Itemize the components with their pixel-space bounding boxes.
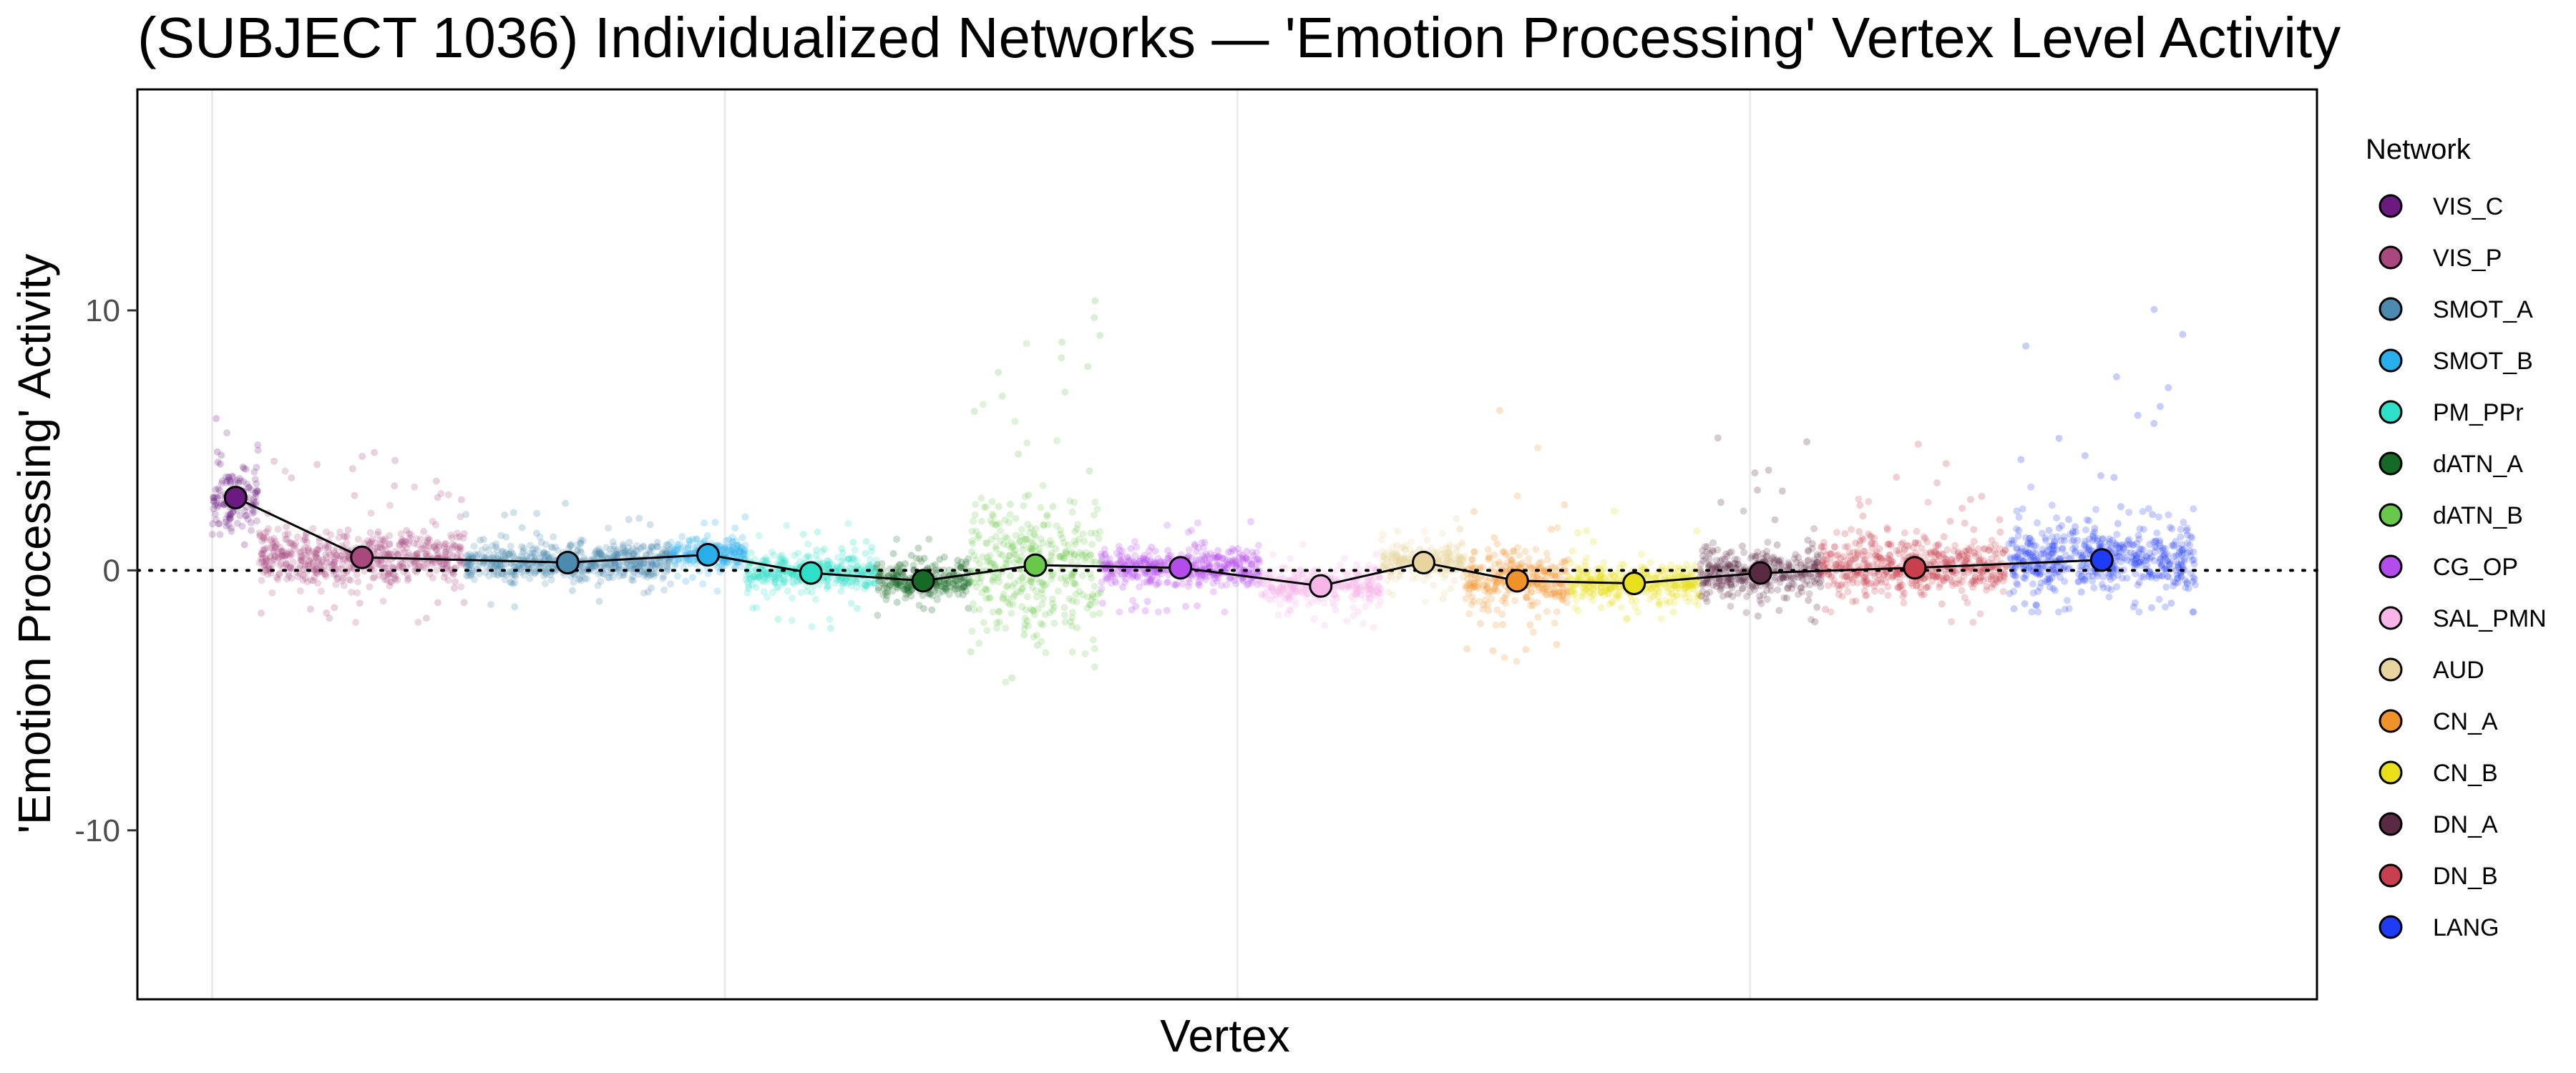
outliers-pm-ppr	[747, 528, 876, 632]
outliers-vis-c	[213, 415, 248, 549]
outliers-aud	[1385, 515, 1465, 602]
legend-item-lang: LANG	[2379, 914, 2499, 941]
legend-item-dn-b: DN_B	[2379, 863, 2498, 890]
legend-label: dATN_A	[2433, 451, 2523, 478]
outliers-dn-b	[1822, 441, 2004, 613]
legend-swatch	[2379, 606, 2403, 630]
network-means	[223, 486, 2114, 598]
legend-item-smot-a: SMOT_A	[2379, 296, 2533, 323]
legend-swatch	[2379, 451, 2403, 476]
mean-point-pm-ppr	[799, 561, 823, 585]
mean-point-cn-b	[1622, 572, 1646, 596]
y-tick-label: 10	[85, 293, 120, 328]
plot-frame	[136, 88, 2318, 1001]
legend-label: VIS_C	[2433, 193, 2503, 220]
legend-swatch	[2379, 194, 2403, 218]
mean-point-smot-b	[696, 543, 720, 567]
legend-label: CG_OP	[2433, 554, 2518, 581]
y-tick-label: -10	[74, 813, 120, 848]
x-axis-title: Vertex	[1160, 1010, 1289, 1062]
legend-label: DN_A	[2433, 811, 2498, 838]
legend-swatch	[2379, 657, 2403, 682]
legend-swatch	[2379, 812, 2403, 836]
mean-point-vis-c	[223, 486, 248, 510]
legend-item-vis-p: VIS_P	[2379, 245, 2502, 272]
legend-item-datn-b: dATN_B	[2379, 502, 2523, 529]
legend-swatch	[2379, 863, 2403, 888]
legend-swatch	[2379, 760, 2403, 785]
legend-label: PM_PPr	[2433, 399, 2524, 426]
mean-point-datn-a	[911, 569, 935, 593]
mean-point-smot-a	[555, 550, 580, 574]
outliers-cn-a	[1463, 406, 1568, 655]
legend-swatch	[2379, 915, 2403, 939]
legend-label: SAL_PMN	[2433, 605, 2547, 632]
legend-item-dn-a: DN_A	[2379, 811, 2498, 838]
outliers-smot-b	[678, 513, 749, 585]
outliers-datn-a	[889, 544, 972, 614]
mean-point-aud	[1412, 550, 1436, 574]
legend-item-sal-pmn: SAL_PMN	[2379, 605, 2547, 632]
mean-point-cg-op	[1169, 556, 1193, 580]
legend-item-cn-b: CN_B	[2379, 760, 2498, 787]
outliers-cg-op	[1098, 518, 1254, 614]
y-tick-label: 0	[103, 553, 120, 588]
legend-item-vis-c: VIS_C	[2379, 193, 2503, 220]
legend-swatch	[2379, 503, 2403, 527]
legend-label: AUD	[2433, 657, 2484, 684]
outliers-smot-a	[462, 499, 672, 611]
mean-point-dn-a	[1748, 561, 1772, 585]
chart-title: (SUBJECT 1036) Individualized Networks —…	[137, 6, 2341, 69]
legend-label: CN_A	[2433, 708, 2498, 735]
legend-label: SMOT_B	[2433, 348, 2533, 375]
legend-swatch	[2379, 400, 2403, 424]
outliers-dn-a	[1697, 434, 1821, 626]
points-vis-p	[255, 467, 468, 626]
mean-point-vis-p	[350, 545, 374, 569]
outliers-datn-b	[967, 297, 1104, 682]
legend-item-pm-ppr: PM_PPr	[2379, 399, 2524, 426]
legend-swatch	[2379, 709, 2403, 733]
legend-label: LANG	[2433, 914, 2499, 941]
legend-swatch	[2379, 245, 2403, 270]
legend-label: SMOT_A	[2433, 296, 2533, 323]
legend-item-smot-b: SMOT_B	[2379, 348, 2533, 375]
outliers-lang	[2010, 305, 2191, 612]
legend-item-datn-a: dATN_A	[2379, 451, 2523, 478]
legend-item-aud: AUD	[2379, 657, 2484, 684]
legend-swatch	[2379, 554, 2403, 579]
mean-point-lang	[2089, 548, 2114, 572]
y-axis-title: 'Emotion Processing' Activity	[9, 254, 60, 834]
legend-title: Network	[2366, 134, 2472, 165]
mean-point-sal-pmn	[1309, 574, 1333, 598]
mean-point-dn-b	[1903, 556, 1927, 580]
legend-swatch	[2379, 297, 2403, 321]
legend: Network VIS_C VIS_P SMOT_A SMOT_B PM_PPr dATN…	[2366, 134, 2547, 941]
mean-point-cn-a	[1505, 569, 1529, 593]
legend-item-cg-op: CG_OP	[2379, 554, 2518, 581]
legend-swatch	[2379, 348, 2403, 373]
mean-point-datn-b	[1023, 553, 1048, 577]
legend-label: CN_B	[2433, 760, 2498, 787]
legend-label: dATN_B	[2433, 502, 2523, 529]
y-axis-ticks: 10 0 -10	[74, 293, 137, 848]
legend-label: VIS_P	[2433, 245, 2502, 272]
legend-item-cn-a: CN_A	[2379, 708, 2498, 735]
legend-label: DN_B	[2433, 863, 2498, 890]
grid-lines	[211, 89, 1752, 999]
outliers-vis-p	[258, 449, 468, 622]
